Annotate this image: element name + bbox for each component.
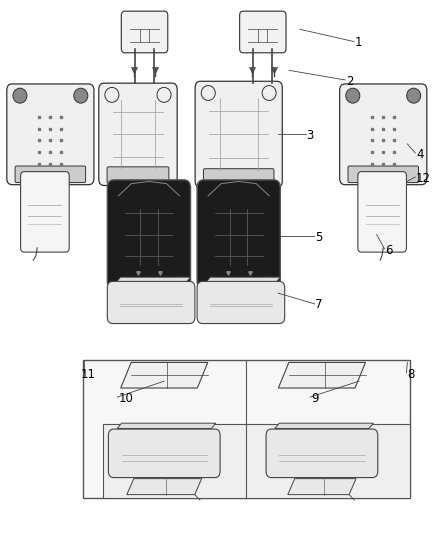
Polygon shape xyxy=(288,479,356,495)
Ellipse shape xyxy=(74,88,88,103)
Polygon shape xyxy=(117,423,215,429)
Text: 10: 10 xyxy=(118,392,133,405)
Polygon shape xyxy=(127,479,201,495)
Ellipse shape xyxy=(105,87,119,102)
FancyBboxPatch shape xyxy=(240,11,286,53)
FancyBboxPatch shape xyxy=(15,166,86,182)
FancyBboxPatch shape xyxy=(340,84,427,185)
Ellipse shape xyxy=(157,87,171,102)
FancyBboxPatch shape xyxy=(348,166,419,182)
FancyBboxPatch shape xyxy=(203,168,274,185)
Ellipse shape xyxy=(406,88,420,103)
FancyBboxPatch shape xyxy=(197,281,285,324)
Ellipse shape xyxy=(262,85,276,100)
Text: 12: 12 xyxy=(416,172,431,185)
FancyBboxPatch shape xyxy=(107,167,169,183)
Polygon shape xyxy=(206,282,276,290)
Text: 5: 5 xyxy=(315,231,323,244)
Text: 2: 2 xyxy=(346,75,353,87)
FancyBboxPatch shape xyxy=(358,172,406,252)
Bar xyxy=(83,360,410,498)
FancyBboxPatch shape xyxy=(197,180,280,289)
FancyBboxPatch shape xyxy=(109,429,220,478)
FancyBboxPatch shape xyxy=(7,84,94,185)
Text: 6: 6 xyxy=(385,244,393,257)
FancyBboxPatch shape xyxy=(121,11,168,53)
Text: 1: 1 xyxy=(355,36,362,49)
Polygon shape xyxy=(116,277,191,282)
Ellipse shape xyxy=(13,88,27,103)
Text: 11: 11 xyxy=(81,368,96,381)
Polygon shape xyxy=(117,429,211,438)
Text: 4: 4 xyxy=(416,148,424,161)
Polygon shape xyxy=(120,362,208,388)
FancyBboxPatch shape xyxy=(195,82,282,188)
Text: 8: 8 xyxy=(407,368,415,381)
Polygon shape xyxy=(206,277,280,282)
FancyBboxPatch shape xyxy=(266,429,378,478)
Polygon shape xyxy=(279,362,365,388)
FancyBboxPatch shape xyxy=(99,83,177,185)
Text: 7: 7 xyxy=(315,298,323,311)
FancyBboxPatch shape xyxy=(107,180,191,289)
FancyBboxPatch shape xyxy=(107,281,195,324)
Polygon shape xyxy=(116,282,186,290)
Polygon shape xyxy=(275,429,369,438)
Ellipse shape xyxy=(346,88,360,103)
Text: 3: 3 xyxy=(307,130,314,142)
Text: 9: 9 xyxy=(311,392,318,405)
FancyBboxPatch shape xyxy=(21,172,69,252)
Bar xyxy=(103,424,410,498)
Polygon shape xyxy=(275,423,373,429)
Ellipse shape xyxy=(201,85,215,100)
